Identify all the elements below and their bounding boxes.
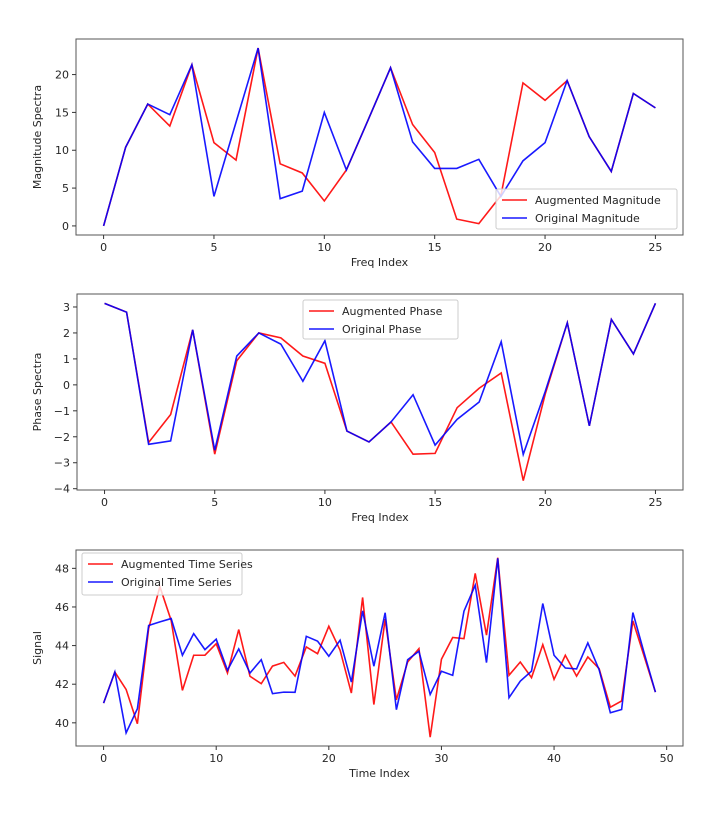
x-tick-label: 25 [648, 241, 662, 254]
legend-entry: Augmented Time Series [88, 558, 253, 571]
legend-box [302, 299, 459, 340]
y-tick-label: 3 [63, 301, 70, 314]
y-tick-label: −3 [54, 457, 70, 470]
x-tick-label: 5 [211, 496, 218, 509]
x-axis-label: Freq Index [351, 256, 409, 269]
y-tick-label: 20 [55, 69, 69, 82]
legend-entry: Original Magnitude [502, 212, 640, 225]
legend-label: Original Magnitude [535, 212, 640, 225]
legend-entry: Augmented Magnitude [502, 194, 661, 207]
x-tick-label: 20 [538, 241, 552, 254]
y-tick-label: 0 [62, 220, 69, 233]
legend-entry: Original Phase [309, 323, 422, 336]
y-tick-label: −4 [54, 483, 70, 496]
y-axis: 0 5 10 15 20 [55, 69, 76, 233]
legend: Augmented Magnitude Original Magnitude [495, 188, 678, 230]
chart-phase: 0 5 10 15 20 25 −4 −3 −2 −1 0 1 2 3 Freq Index Phase Sp… [31, 293, 684, 524]
y-tick-label: 2 [63, 327, 70, 340]
y-axis-label: Magnitude Spectra [31, 85, 44, 189]
series-line-original-time-series [102, 558, 657, 736]
axes-frame [76, 293, 684, 491]
legend-entry: Original Time Series [88, 576, 232, 589]
x-tick-label: 0 [100, 241, 107, 254]
x-tick-label: 10 [209, 752, 223, 765]
y-axis: 40 42 44 46 48 [55, 562, 76, 730]
series-line-original-phase [104, 302, 657, 458]
y-axis: −4 −3 −2 −1 0 1 2 3 [54, 301, 77, 496]
x-axis: 0 5 10 15 20 25 [101, 490, 662, 509]
series-line-augmented-time-series [102, 557, 657, 738]
x-tick-label: 30 [434, 752, 448, 765]
x-axis: 0 5 10 15 20 25 [100, 235, 662, 254]
legend-label: Augmented Phase [342, 305, 443, 318]
y-tick-label: −1 [54, 405, 70, 418]
y-tick-label: 10 [55, 144, 69, 157]
x-tick-label: 20 [322, 752, 336, 765]
x-tick-label: 15 [428, 241, 442, 254]
y-axis-label: Phase Spectra [31, 353, 44, 432]
y-tick-label: 5 [62, 182, 69, 195]
legend-box [81, 552, 243, 596]
x-tick-label: 10 [318, 496, 332, 509]
chart-magnitude: 0 5 10 15 20 25 0 5 10 15 20 Freq Index Magnitude Sp… [31, 38, 684, 269]
y-tick-label: −2 [54, 431, 70, 444]
y-tick-label: 0 [63, 379, 70, 392]
y-tick-label: 44 [55, 640, 69, 653]
axes-frame [75, 549, 684, 747]
x-tick-label: 40 [547, 752, 561, 765]
y-tick-label: 46 [55, 601, 69, 614]
y-tick-label: 15 [55, 106, 69, 119]
x-tick-label: 10 [317, 241, 331, 254]
chart-timeseries: 0 10 20 30 40 50 40 42 44 46 48 Time Index Signal Aug… [31, 549, 684, 780]
y-tick-label: 1 [63, 353, 70, 366]
axes-frame [75, 38, 684, 236]
y-tick-label: 48 [55, 562, 69, 575]
legend-box [495, 188, 678, 230]
x-axis-label: Freq Index [351, 511, 409, 524]
x-tick-label: 15 [428, 496, 442, 509]
legend: Augmented Time Series Original Time Serie… [81, 552, 253, 596]
x-tick-label: 25 [648, 496, 662, 509]
legend-label: Original Time Series [121, 576, 232, 589]
legend-label: Original Phase [342, 323, 422, 336]
x-tick-label: 50 [660, 752, 674, 765]
x-tick-label: 5 [210, 241, 217, 254]
y-tick-label: 40 [55, 717, 69, 730]
x-tick-label: 0 [100, 752, 107, 765]
legend-label: Augmented Time Series [121, 558, 253, 571]
x-tick-label: 20 [538, 496, 552, 509]
legend: Augmented Phase Original Phase [302, 299, 459, 340]
x-tick-label: 0 [101, 496, 108, 509]
y-tick-label: 42 [55, 678, 69, 691]
legend-label: Augmented Magnitude [535, 194, 661, 207]
y-axis-label: Signal [31, 631, 44, 665]
legend-entry: Augmented Phase [309, 305, 443, 318]
x-axis-label: Time Index [348, 767, 410, 780]
series-line-original-magnitude [102, 47, 656, 227]
x-axis: 0 10 20 30 40 50 [100, 746, 674, 765]
